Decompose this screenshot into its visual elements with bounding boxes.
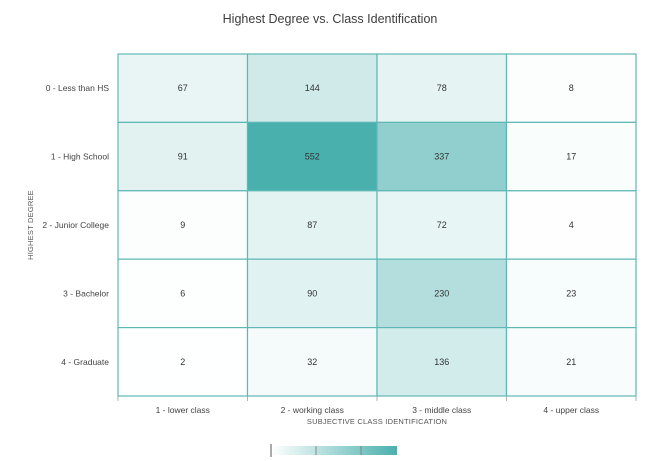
x-tick-label: 3 - middle class (412, 405, 471, 415)
cell-value-label: 4 (569, 220, 574, 230)
cell-value-label: 23 (566, 288, 576, 298)
heatmap-cell (246, 121, 378, 192)
color-legend-bar (271, 446, 397, 455)
y-axis-tick-labels: 0 - Less than HS 1 - High School 2 - Junio… (42, 83, 109, 367)
x-axis-title: SUBJECTIVE CLASS IDENTIFICATION (307, 417, 447, 426)
cell-value-label: 144 (305, 83, 320, 93)
cell-value-label: 17 (566, 152, 576, 162)
heatmap-cells: 67 144 78 8 91 552 337 17 9 87 72 4 6 90 230 23 2 32 136 21 (117, 53, 637, 397)
heatmap-cell (505, 327, 637, 397)
heatmap-cell (246, 53, 378, 124)
y-tick-label: 1 - High School (51, 152, 109, 162)
chart-title: Highest Degree vs. Class Identification (223, 12, 438, 26)
heatmap-cell (505, 53, 637, 124)
heatmap-cell (505, 121, 637, 192)
heatmap-cell (376, 53, 508, 124)
cell-value-label: 6 (180, 288, 185, 298)
heatmap-cell (117, 258, 249, 329)
x-tick-label: 2 - working class (281, 405, 344, 415)
heatmap-cell (117, 53, 249, 124)
heatmap-cell (246, 258, 378, 329)
cell-value-label: 9 (180, 220, 185, 230)
heatmap-cell (376, 327, 508, 397)
cell-value-label: 230 (434, 288, 449, 298)
y-tick-label: 4 - Graduate (61, 357, 109, 367)
heatmap-cell (117, 121, 249, 192)
heatmap-cell (117, 327, 249, 397)
cell-value-label: 32 (307, 357, 317, 367)
x-axis-tick-labels: 1 - lower class 2 - working class 3 - midd… (117, 396, 637, 415)
cell-value-label: 8 (569, 83, 574, 93)
cell-value-label: 136 (434, 357, 449, 367)
cell-value-label: 91 (178, 152, 188, 162)
x-tick-label: 4 - upper class (543, 405, 599, 415)
heatmap-cell (505, 258, 637, 329)
cell-value-label: 21 (566, 357, 576, 367)
cell-value-label: 78 (437, 83, 447, 93)
heatmap-cell (246, 327, 378, 397)
y-tick-label: 2 - Junior College (42, 220, 109, 230)
cell-value-label: 337 (434, 152, 449, 162)
y-tick-label: 0 - Less than HS (46, 83, 110, 93)
heatmap-cell (246, 190, 378, 260)
x-tick-label: 1 - lower class (156, 405, 210, 415)
cell-value-label: 87 (307, 220, 317, 230)
cell-value-label: 67 (178, 83, 188, 93)
heatmap-cell (505, 190, 637, 260)
color-legend (270, 444, 397, 457)
cell-value-label: 552 (305, 152, 320, 162)
y-axis-title: HIGHEST DEGREE (26, 190, 35, 260)
cell-value-label: 72 (437, 220, 447, 230)
y-tick-label: 3 - Bachelor (63, 288, 109, 298)
cell-value-label: 2 (180, 357, 185, 367)
cell-value-label: 90 (307, 288, 317, 298)
